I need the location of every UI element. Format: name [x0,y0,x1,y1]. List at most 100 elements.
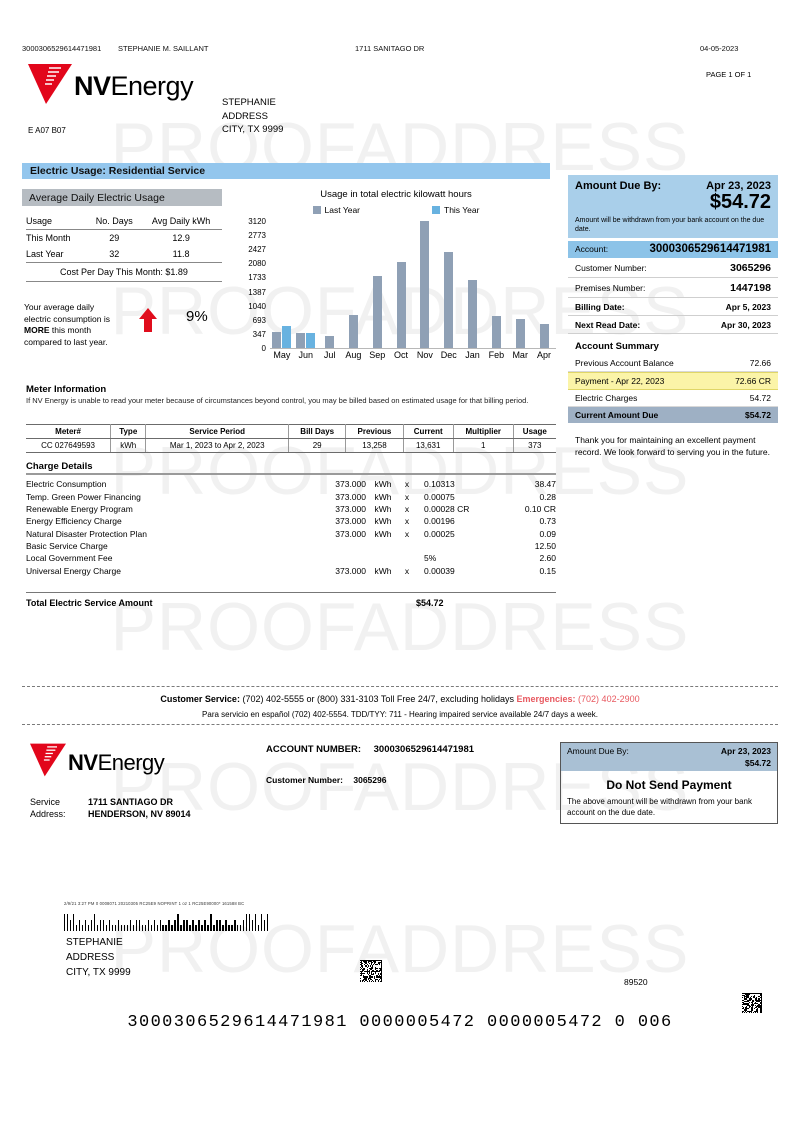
datamatrix-cell [370,964,373,966]
datamatrix-cell [362,975,364,977]
datamatrix-cell [747,999,749,1001]
datamatrix-cell [365,979,367,981]
datamatrix-cell [742,1009,744,1011]
legend-item-this-year: This Year [432,205,479,215]
datamatrix-cell [375,965,377,967]
datamatrix-cell [372,962,374,964]
summary-row: Payment - Apr 22, 2023 72.66 CR [568,372,778,390]
datamatrix-cell [367,976,369,978]
datamatrix-cell [746,1003,748,1006]
note-line-4: this month [51,325,92,335]
datamatrix-cell [373,963,375,965]
charge-quantity: 373.000 [335,491,366,502]
datamatrix-cell [376,963,378,965]
datamatrix-cell [379,974,381,976]
datamatrix-cell [748,998,750,1000]
datamatrix-cell [747,1006,749,1008]
meter-col-header: Service Period [145,424,290,439]
datamatrix-cell [758,993,760,995]
datamatrix-cell [378,966,380,968]
datamatrix-cell [360,970,362,973]
datamatrix-cell [752,1005,755,1007]
barcode-bar [120,925,123,931]
service-key-2: Address: [30,809,66,819]
cost-per-day: Cost Per Day This Month: $1.89 [26,262,222,282]
datamatrix-cell [379,976,381,978]
barcode-bar [75,925,78,931]
datamatrix-cell [759,1003,761,1006]
datamatrix-cell [372,980,374,982]
y-tick-label: 347 [252,329,266,339]
usage-row-label: Last Year [26,249,64,259]
charge-operator: x [404,491,410,502]
datamatrix-cell [365,977,367,979]
barcode-bar [147,920,149,931]
datamatrix-cell [364,973,366,975]
datamatrix-cell [368,974,370,976]
datamatrix-cell [360,978,362,980]
barcode-bar [177,914,179,931]
charge-details-heading: Charge Details [26,461,93,472]
datamatrix-cell [755,997,757,999]
datamatrix-cell [746,1002,748,1004]
datamatrix-cell [369,960,371,962]
datamatrix-cell [748,1002,750,1004]
datamatrix-cell [366,979,368,981]
datamatrix-cell [369,969,371,971]
datamatrix-cell [745,997,747,999]
datamatrix-cell [747,1009,749,1011]
barcode-bar [132,925,135,931]
datamatrix-cell [751,1003,753,1006]
datamatrix-cell [745,1002,747,1004]
datamatrix-cell [367,961,369,963]
datamatrix-cell [756,1003,758,1006]
datamatrix-cell [380,972,382,974]
datamatrix-cell [747,1008,749,1010]
datamatrix-cell [379,979,381,981]
barcode-bar [201,925,203,931]
datamatrix-cell [750,1005,752,1007]
datamatrix-cell [369,977,371,979]
stub-account-row: ACCOUNT NUMBER: 3000306529614471981 [266,744,474,755]
datamatrix-cell [380,974,382,976]
datamatrix-cell [746,1001,748,1003]
datamatrix-cell [368,973,370,975]
datamatrix-cell [370,980,373,982]
charge-rate: 5% [424,553,437,564]
datamatrix-cell [749,1003,751,1006]
datamatrix-cell [746,993,748,995]
charge-quantity [304,540,366,552]
datamatrix-cell [754,1000,756,1002]
datamatrix-cell [366,967,368,969]
charge-rate [414,540,502,552]
datamatrix-cell [744,1001,746,1003]
datamatrix-cell [758,1008,760,1010]
x-tick-label: Dec [440,350,457,360]
datamatrix-cell [364,960,366,962]
datamatrix-cell [748,1005,750,1007]
datamatrix-cell [376,966,378,968]
spanish-service-line: Para servicio en español (702) 402-5554.… [202,710,598,719]
barcode-bar [249,914,251,931]
datamatrix-cell [367,966,369,968]
bar-group [318,222,342,348]
datamatrix-cell [377,976,379,978]
datamatrix-cell [744,1005,746,1007]
charge-operator: x [404,565,410,576]
bar-group [413,221,437,348]
usage-bar-chart: 3120 2773 2427 2080 1733 1387 1040 693 347 0 May J… [236,218,556,360]
datamatrix-cell [361,961,363,963]
datamatrix-cell [366,974,368,976]
datamatrix-cell [368,962,370,964]
datamatrix-cell [747,1003,749,1006]
datamatrix-cell [360,979,362,981]
datamatrix-cell [743,1002,745,1004]
datamatrix-cell [746,1011,748,1013]
datamatrix-cell [374,964,376,966]
charge-rate: 0.10313 [424,479,455,490]
datamatrix-cell [373,962,375,964]
header-account-number: 3000306529614471981 [22,44,102,53]
datamatrix-cell [360,974,362,976]
datamatrix-cell [374,967,376,969]
datamatrix-cell [375,976,377,978]
